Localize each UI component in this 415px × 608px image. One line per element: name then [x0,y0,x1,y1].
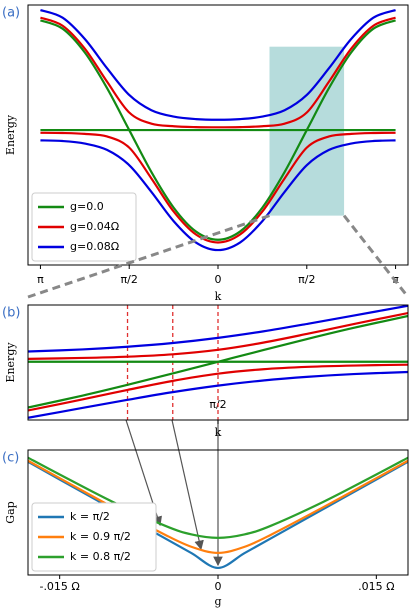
x-tick-label: 0 [215,273,222,286]
x-axis-label: k [215,426,222,439]
legend-label: k = 0.8 π/2 [70,550,131,563]
x-tick-label: π/2 [121,273,138,286]
series-line [40,16,396,129]
axes-frame [27,4,409,266]
series-line [28,363,408,412]
panel-label: (b) [2,306,20,321]
series-line [40,8,396,121]
series-line [28,370,408,419]
series-line [40,19,396,241]
y-axis-label: Energy [4,114,17,155]
series-line [28,305,408,353]
legend-label: k = 0.9 π/2 [70,530,131,543]
x-tick-label: -.015 Ω [39,580,79,593]
panel-label: (a) [2,6,20,21]
plot-area [40,8,396,252]
x-axis-label: g [214,595,221,608]
legend-label: g=0.04Ω [70,220,119,233]
zoom-connector [342,214,410,298]
panel-label: (c) [2,451,19,466]
y-axis-label: Gap [4,501,17,523]
series-line [28,311,408,360]
series-line [28,459,408,554]
arrow [171,419,204,551]
series-line [28,460,408,570]
x-tick-label: 0 [215,580,222,593]
axes-frame [27,449,409,576]
series-line [40,131,396,244]
x-tick-label: π/2 [298,273,315,286]
legend-label: k = π/2 [70,510,110,523]
legend-box [31,192,137,262]
plot-area [28,456,408,570]
plot-area [28,305,408,420]
series-line [40,139,396,252]
x-tick-label: .015 Ω [358,580,394,593]
x-tick-label: π [37,273,44,286]
legend-box [31,502,157,572]
axes-frame [27,304,409,421]
zoom-connector [27,214,270,299]
y-axis-label: Energy [4,342,17,383]
legend-label: g=0.08Ω [70,240,119,253]
x-axis-label: k [215,290,222,303]
legend-label: g=0.0 [70,200,104,213]
series-line [28,456,408,539]
